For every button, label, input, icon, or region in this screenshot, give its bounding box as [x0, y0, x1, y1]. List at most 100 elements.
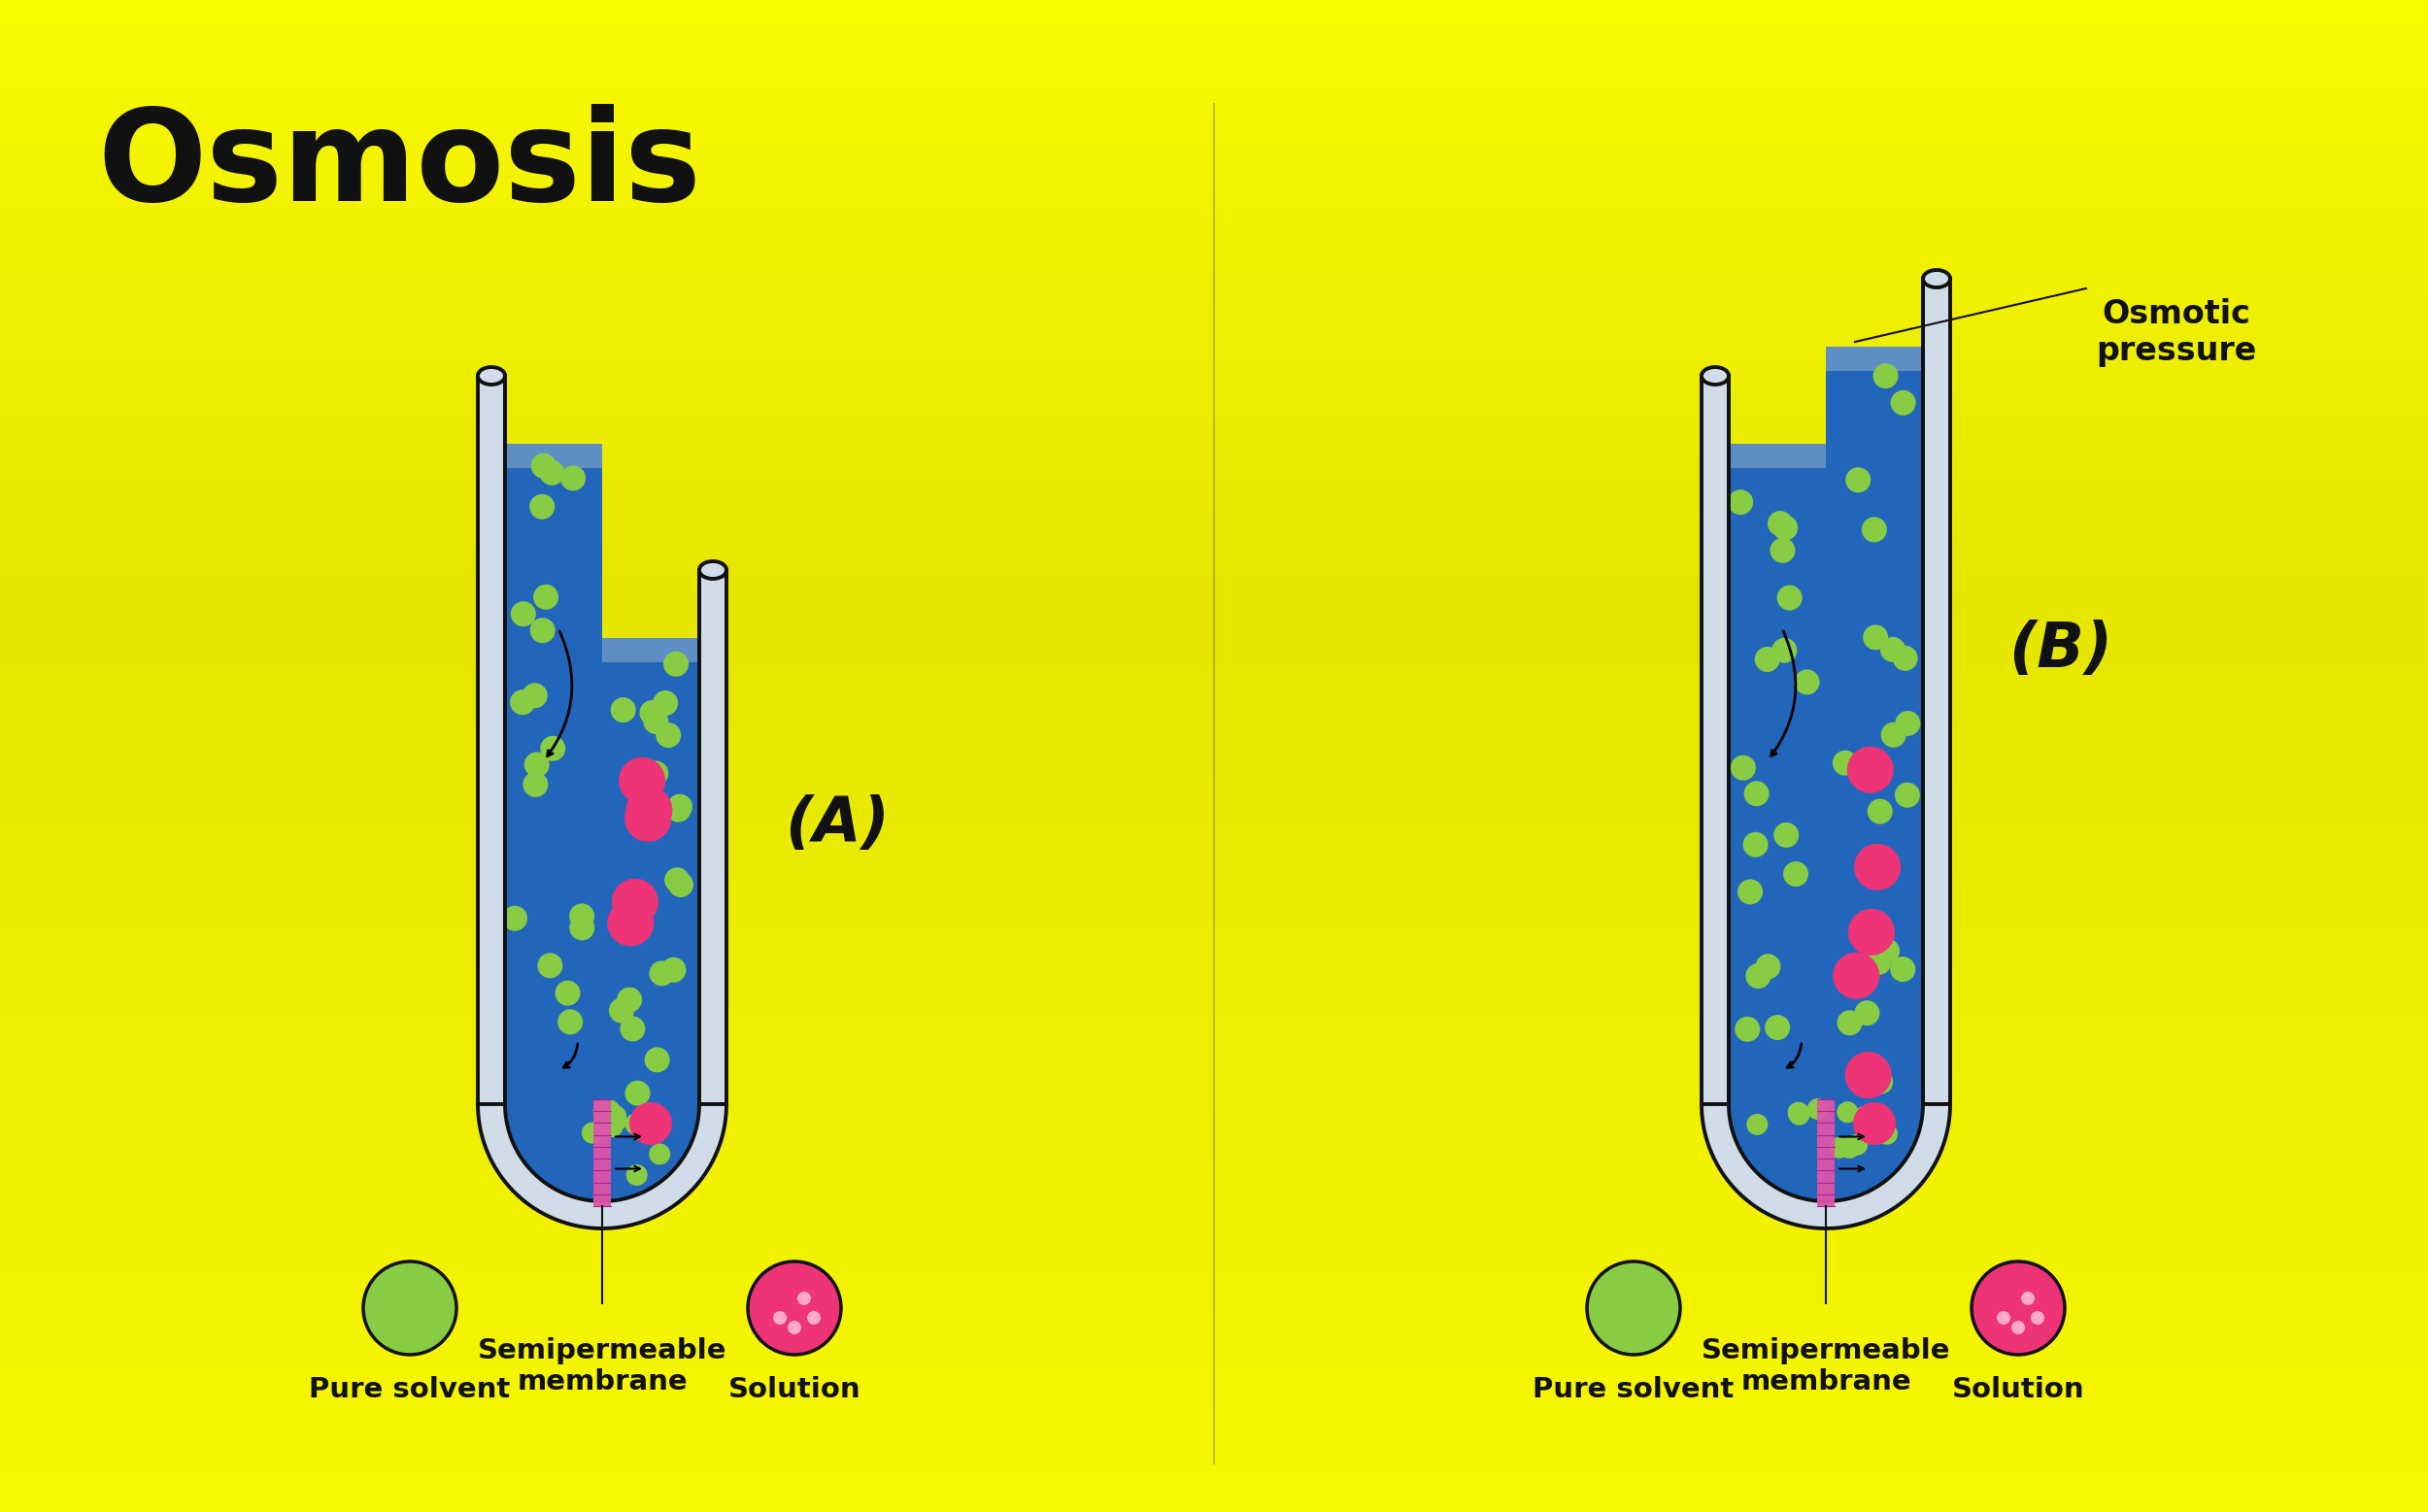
Bar — [0, 378, 2428, 393]
Bar — [0, 937, 2428, 953]
Bar — [0, 60, 2428, 76]
Circle shape — [609, 998, 634, 1024]
Text: Semipermeable
membrane: Semipermeable membrane — [478, 1337, 726, 1396]
Circle shape — [1855, 1105, 1874, 1128]
Circle shape — [1770, 538, 1794, 562]
Circle shape — [648, 960, 675, 986]
Bar — [0, 1300, 2428, 1315]
Circle shape — [663, 652, 690, 677]
Circle shape — [1838, 1101, 1857, 1123]
Circle shape — [787, 1320, 801, 1334]
Bar — [0, 333, 2428, 348]
Circle shape — [1782, 862, 1809, 886]
Bar — [0, 1043, 2428, 1058]
Circle shape — [806, 1311, 821, 1325]
Circle shape — [558, 1009, 583, 1034]
Circle shape — [1777, 585, 1802, 611]
Bar — [0, 91, 2428, 106]
Bar — [0, 575, 2428, 590]
Bar — [0, 181, 2428, 197]
Bar — [0, 484, 2428, 499]
Bar — [0, 665, 2428, 680]
Bar — [0, 106, 2428, 121]
Bar — [0, 212, 2428, 227]
Polygon shape — [1729, 1104, 1923, 1201]
Circle shape — [561, 466, 585, 491]
Bar — [0, 741, 2428, 756]
Circle shape — [2020, 1291, 2035, 1305]
Circle shape — [1765, 1015, 1789, 1040]
Bar — [0, 302, 2428, 318]
Bar — [0, 1089, 2428, 1104]
Circle shape — [1848, 909, 1894, 956]
Bar — [0, 257, 2428, 272]
Bar — [0, 1452, 2428, 1467]
Circle shape — [1996, 1311, 2010, 1325]
Bar — [0, 423, 2428, 438]
Ellipse shape — [1923, 271, 1950, 287]
Circle shape — [1896, 711, 1921, 736]
Circle shape — [571, 915, 595, 940]
Circle shape — [605, 1105, 626, 1126]
Circle shape — [629, 1102, 673, 1145]
Bar — [0, 408, 2428, 423]
Bar — [0, 45, 2428, 60]
Circle shape — [643, 761, 668, 786]
Bar — [0, 438, 2428, 454]
Bar — [1729, 445, 1826, 1104]
Circle shape — [1828, 1137, 1850, 1158]
Bar — [0, 76, 2428, 91]
Circle shape — [1867, 1069, 1894, 1095]
Polygon shape — [505, 1104, 699, 1201]
Bar — [0, 544, 2428, 559]
Polygon shape — [478, 1104, 726, 1228]
Circle shape — [522, 683, 546, 708]
Circle shape — [1743, 832, 1768, 857]
Bar — [0, 650, 2428, 665]
Bar — [1702, 376, 1729, 1104]
Bar — [0, 801, 2428, 816]
Circle shape — [503, 906, 527, 931]
Circle shape — [653, 691, 677, 715]
Bar — [0, 514, 2428, 529]
Text: Solution: Solution — [728, 1376, 862, 1403]
Circle shape — [1838, 1010, 1862, 1036]
Bar — [0, 121, 2428, 136]
Bar — [0, 529, 2428, 544]
Circle shape — [600, 1110, 622, 1131]
Bar — [0, 635, 2428, 650]
Bar — [0, 287, 2428, 302]
Bar — [0, 257, 2428, 272]
Bar — [0, 1149, 2428, 1164]
Bar — [0, 786, 2428, 801]
Circle shape — [1772, 638, 1797, 662]
Bar — [0, 529, 2428, 544]
Text: Semipermeable
membrane: Semipermeable membrane — [1702, 1337, 1950, 1396]
Bar — [0, 514, 2428, 529]
Circle shape — [602, 1116, 624, 1137]
Bar — [0, 1346, 2428, 1361]
Bar — [0, 1225, 2428, 1240]
Bar — [0, 605, 2428, 620]
Circle shape — [619, 758, 665, 804]
Bar — [0, 953, 2428, 968]
Bar — [0, 469, 2428, 484]
Bar — [0, 227, 2428, 242]
Bar — [0, 333, 2428, 348]
Circle shape — [624, 795, 670, 842]
Circle shape — [556, 980, 580, 1005]
Text: (A): (A) — [784, 794, 889, 854]
Circle shape — [1729, 490, 1753, 516]
Circle shape — [639, 700, 665, 726]
Ellipse shape — [699, 561, 726, 579]
Circle shape — [1588, 1261, 1680, 1355]
Circle shape — [1855, 844, 1901, 891]
Bar — [1826, 346, 1923, 1104]
Circle shape — [1794, 670, 1819, 694]
Circle shape — [600, 1099, 622, 1122]
Bar — [0, 771, 2428, 786]
Circle shape — [1787, 1102, 1809, 1123]
Circle shape — [668, 872, 694, 897]
Bar — [0, 30, 2428, 45]
Bar — [0, 1179, 2428, 1194]
